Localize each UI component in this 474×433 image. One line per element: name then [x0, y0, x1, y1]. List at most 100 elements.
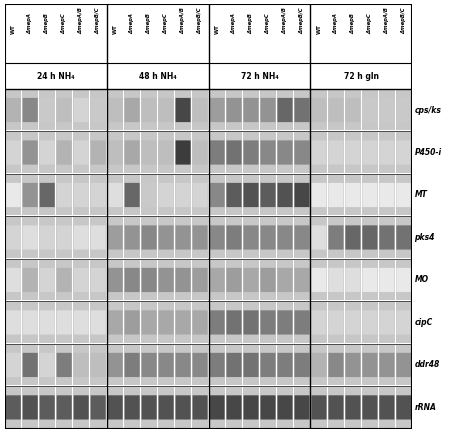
FancyBboxPatch shape: [73, 225, 89, 249]
FancyBboxPatch shape: [108, 268, 123, 292]
Bar: [294, 259, 310, 301]
Bar: [328, 90, 344, 130]
Bar: [90, 345, 106, 385]
Bar: [362, 217, 378, 258]
Text: cps/ks: cps/ks: [414, 106, 441, 114]
FancyBboxPatch shape: [192, 353, 208, 377]
Text: ΔmepC: ΔmepC: [164, 13, 169, 34]
Bar: [175, 174, 191, 215]
FancyBboxPatch shape: [346, 353, 360, 377]
Bar: [141, 302, 157, 343]
Bar: [192, 217, 208, 258]
Bar: [56, 217, 72, 258]
FancyBboxPatch shape: [261, 310, 275, 335]
FancyBboxPatch shape: [311, 98, 327, 122]
FancyBboxPatch shape: [40, 353, 55, 377]
FancyBboxPatch shape: [40, 140, 55, 165]
FancyBboxPatch shape: [244, 353, 258, 377]
Bar: [345, 90, 361, 130]
Bar: [39, 217, 55, 258]
Bar: [107, 174, 123, 215]
FancyBboxPatch shape: [73, 98, 89, 122]
FancyBboxPatch shape: [294, 98, 310, 122]
FancyBboxPatch shape: [346, 140, 360, 165]
FancyBboxPatch shape: [108, 98, 123, 122]
FancyBboxPatch shape: [23, 183, 38, 207]
FancyBboxPatch shape: [40, 98, 55, 122]
FancyBboxPatch shape: [142, 225, 156, 249]
FancyBboxPatch shape: [363, 98, 377, 122]
FancyBboxPatch shape: [294, 225, 310, 249]
Text: ΔmepA/B: ΔmepA/B: [384, 7, 390, 34]
Bar: [124, 345, 140, 385]
Bar: [73, 132, 89, 173]
Bar: [141, 90, 157, 130]
Bar: [73, 345, 89, 385]
FancyBboxPatch shape: [125, 140, 140, 165]
Bar: [294, 345, 310, 385]
Bar: [328, 174, 344, 215]
Bar: [124, 90, 140, 130]
Bar: [22, 259, 38, 301]
FancyBboxPatch shape: [73, 183, 89, 207]
Bar: [362, 132, 378, 173]
Bar: [396, 217, 412, 258]
Text: MO: MO: [414, 275, 428, 284]
FancyBboxPatch shape: [379, 183, 394, 207]
FancyBboxPatch shape: [91, 268, 106, 292]
Bar: [209, 345, 225, 385]
FancyBboxPatch shape: [396, 140, 411, 165]
Bar: [175, 259, 191, 301]
FancyBboxPatch shape: [6, 353, 21, 377]
Bar: [124, 217, 140, 258]
FancyBboxPatch shape: [125, 310, 140, 335]
FancyBboxPatch shape: [23, 98, 38, 122]
Text: ΔmepB/C: ΔmepB/C: [198, 7, 202, 34]
FancyBboxPatch shape: [73, 395, 89, 420]
FancyBboxPatch shape: [6, 310, 21, 335]
Bar: [311, 174, 327, 215]
Bar: [294, 302, 310, 343]
FancyBboxPatch shape: [379, 310, 394, 335]
Bar: [379, 90, 395, 130]
Bar: [345, 259, 361, 301]
FancyBboxPatch shape: [261, 183, 275, 207]
FancyBboxPatch shape: [108, 395, 123, 420]
FancyBboxPatch shape: [363, 268, 377, 292]
Bar: [158, 90, 174, 130]
FancyBboxPatch shape: [379, 225, 394, 249]
Bar: [90, 259, 106, 301]
FancyBboxPatch shape: [40, 268, 55, 292]
FancyBboxPatch shape: [175, 395, 191, 420]
Bar: [226, 90, 242, 130]
Bar: [277, 90, 293, 130]
FancyBboxPatch shape: [73, 353, 89, 377]
FancyBboxPatch shape: [142, 268, 156, 292]
FancyBboxPatch shape: [159, 140, 173, 165]
FancyBboxPatch shape: [396, 225, 411, 249]
FancyBboxPatch shape: [6, 225, 21, 249]
Bar: [277, 174, 293, 215]
Bar: [294, 174, 310, 215]
FancyBboxPatch shape: [57, 310, 72, 335]
FancyBboxPatch shape: [23, 268, 38, 292]
FancyBboxPatch shape: [73, 310, 89, 335]
Bar: [22, 302, 38, 343]
Bar: [141, 387, 157, 428]
Bar: [107, 345, 123, 385]
FancyBboxPatch shape: [396, 395, 411, 420]
FancyBboxPatch shape: [311, 310, 327, 335]
FancyBboxPatch shape: [244, 310, 258, 335]
Text: P450-i: P450-i: [414, 148, 442, 157]
Bar: [5, 89, 412, 429]
FancyBboxPatch shape: [328, 310, 344, 335]
Text: 72 h NH₄: 72 h NH₄: [241, 71, 278, 81]
FancyBboxPatch shape: [311, 225, 327, 249]
Bar: [311, 387, 327, 428]
Bar: [5, 387, 21, 428]
Bar: [277, 302, 293, 343]
Bar: [192, 174, 208, 215]
FancyBboxPatch shape: [210, 140, 225, 165]
FancyBboxPatch shape: [328, 268, 344, 292]
FancyBboxPatch shape: [57, 98, 72, 122]
